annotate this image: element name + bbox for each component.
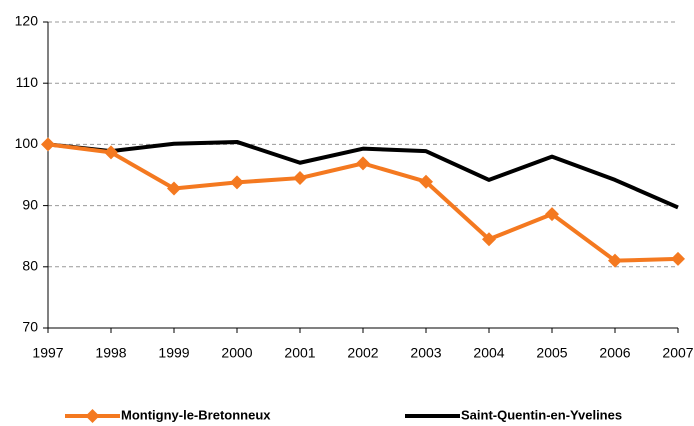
- x-tick-label: 1997: [32, 345, 63, 361]
- y-tick-label: 100: [15, 135, 39, 151]
- y-tick-label: 70: [22, 319, 38, 335]
- marker: [671, 251, 685, 266]
- x-tick-label: 2005: [536, 345, 567, 361]
- legend-label: Saint-Quentin-en-Yvelines: [461, 407, 622, 422]
- y-tick-label: 110: [16, 74, 39, 90]
- x-tick-label: 2002: [347, 345, 378, 361]
- x-tick-label: 2006: [599, 345, 630, 361]
- series-line: [47, 139, 679, 210]
- legend-marker: [85, 409, 100, 423]
- x-tick-label: 2004: [473, 345, 504, 361]
- marker: [104, 145, 118, 160]
- marker: [356, 156, 370, 171]
- marker: [167, 181, 181, 196]
- marker: [293, 171, 307, 186]
- marker: [419, 174, 433, 189]
- x-tick-label: 2003: [410, 345, 441, 361]
- x-tick-label: 1999: [158, 345, 189, 361]
- marker: [230, 175, 244, 190]
- x-tick-label: 2007: [662, 345, 693, 361]
- x-tick-label: 1998: [95, 345, 126, 361]
- y-tick-label: 80: [22, 258, 38, 274]
- marker: [545, 207, 559, 222]
- legend-label: Montigny-le-Bretonneux: [121, 407, 271, 422]
- y-tick-label: 120: [15, 13, 39, 29]
- marker: [482, 232, 496, 247]
- y-tick-label: 90: [22, 196, 38, 212]
- x-tick-label: 2001: [284, 345, 315, 361]
- x-tick-label: 2000: [221, 345, 252, 361]
- marker: [608, 253, 622, 268]
- marker: [41, 137, 55, 152]
